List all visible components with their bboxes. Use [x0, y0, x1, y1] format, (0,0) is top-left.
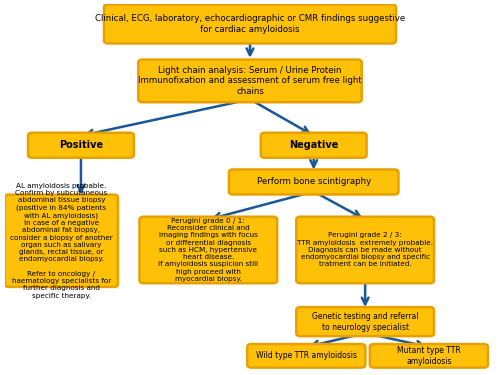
FancyBboxPatch shape — [5, 195, 118, 287]
Text: Perform bone scintigraphy: Perform bone scintigraphy — [256, 177, 371, 186]
FancyBboxPatch shape — [248, 344, 366, 368]
FancyBboxPatch shape — [229, 170, 398, 195]
FancyBboxPatch shape — [261, 133, 366, 158]
FancyBboxPatch shape — [296, 307, 434, 336]
Text: Negative: Negative — [289, 140, 339, 150]
FancyBboxPatch shape — [296, 217, 434, 283]
Text: Clinical, ECG, laboratory, echocardiographic or CMR findings suggestive
for card: Clinical, ECG, laboratory, echocardiogra… — [95, 14, 405, 34]
FancyBboxPatch shape — [28, 133, 134, 158]
Text: Perugini grade 2 / 3:
TTR amyloidosis  extremely probable.
Diagnosis can be made: Perugini grade 2 / 3: TTR amyloidosis ex… — [297, 232, 433, 267]
Text: Positive: Positive — [59, 140, 103, 150]
FancyBboxPatch shape — [104, 4, 396, 44]
Text: Light chain analysis: Serum / Urine Protein
Immunofixation and assessment of ser: Light chain analysis: Serum / Urine Prot… — [138, 66, 362, 96]
Text: Wild type TTR amyloidosis: Wild type TTR amyloidosis — [256, 351, 357, 360]
FancyBboxPatch shape — [140, 217, 277, 283]
FancyBboxPatch shape — [138, 60, 362, 102]
Text: AL amyloidosis probable.
Confirm by subcutaneous
abdominal tissue biopsy
(positi: AL amyloidosis probable. Confirm by subc… — [10, 183, 113, 298]
Text: Genetic testing and referral
to neurology specialist: Genetic testing and referral to neurolog… — [312, 312, 418, 332]
FancyBboxPatch shape — [370, 344, 488, 368]
Text: Mutant type TTR
amyloidosis: Mutant type TTR amyloidosis — [397, 346, 460, 366]
Text: Perugini grade 0 / 1:
Reconsider clinical and
imaging findings with focus
or dif: Perugini grade 0 / 1: Reconsider clinica… — [158, 218, 258, 282]
